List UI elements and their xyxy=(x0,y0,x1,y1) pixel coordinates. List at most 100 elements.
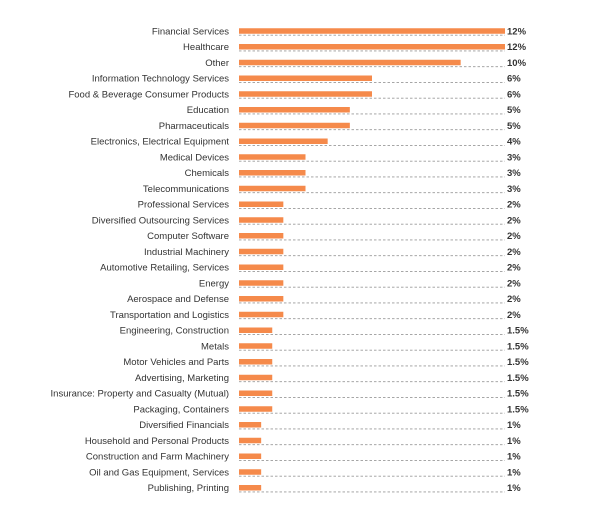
category-label: Engineering, Construction xyxy=(120,326,229,337)
category-label: Financial Services xyxy=(152,26,229,37)
bar-row: Other 10% xyxy=(205,58,526,69)
bar xyxy=(239,107,350,113)
chart-rows: Financial Services 12% Healthcare 12% Other 1… xyxy=(51,26,530,494)
bar-row: Automotive Retailing, Services 2% xyxy=(100,263,521,274)
category-label: Energy xyxy=(199,278,229,289)
bar xyxy=(239,422,262,428)
bar xyxy=(239,469,262,475)
bar xyxy=(239,327,273,333)
value-label: 12% xyxy=(507,26,527,37)
category-label: Food & Beverage Consumer Products xyxy=(68,89,229,100)
value-label: 1.5% xyxy=(507,373,529,384)
category-label: Other xyxy=(205,58,229,69)
bar-row: Professional Services 2% xyxy=(138,200,522,211)
category-label: Packaging, Containers xyxy=(133,404,229,415)
category-label: Automotive Retailing, Services xyxy=(100,263,229,274)
bar-row: Metals 1.5% xyxy=(201,341,529,352)
category-label: Pharmaceuticals xyxy=(159,121,229,132)
bar-row: Insurance: Property and Casualty (Mutual… xyxy=(51,389,530,400)
bar xyxy=(239,154,306,160)
bar-row: Electronics, Electrical Equipment 4% xyxy=(91,137,522,148)
bar-row: Computer Software 2% xyxy=(147,231,521,242)
bar-row: Publishing, Printing 1% xyxy=(148,483,522,494)
bar-row: Telecommunications 3% xyxy=(143,184,521,195)
bar-row: Industrial Machinery 2% xyxy=(144,247,521,258)
value-label: 1.5% xyxy=(507,404,529,415)
bar-row: Information Technology Services 6% xyxy=(92,74,521,85)
bar-row: Chemicals 3% xyxy=(185,168,522,179)
bar-row: Education 5% xyxy=(187,105,522,116)
category-label: Advertising, Marketing xyxy=(135,373,229,384)
value-label: 3% xyxy=(507,184,521,195)
value-label: 2% xyxy=(507,278,521,289)
bar xyxy=(239,280,284,286)
bar-row: Packaging, Containers 1.5% xyxy=(133,404,529,415)
bar xyxy=(239,453,262,459)
bar-row: Household and Personal Products 1% xyxy=(85,436,521,447)
category-label: Professional Services xyxy=(138,200,230,211)
value-label: 1.5% xyxy=(507,389,529,400)
value-label: 3% xyxy=(507,168,521,179)
category-label: Diversified Outsourcing Services xyxy=(92,215,230,226)
value-label: 5% xyxy=(507,105,521,116)
value-label: 5% xyxy=(507,121,521,132)
value-label: 12% xyxy=(507,42,527,53)
bar-row: Diversified Financials 1% xyxy=(139,420,521,431)
value-label: 2% xyxy=(507,263,521,274)
bar-row: Aerospace and Defense 2% xyxy=(127,294,521,305)
category-label: Oil and Gas Equipment, Services xyxy=(89,467,229,478)
value-label: 2% xyxy=(507,247,521,258)
bar-row: Medical Devices 3% xyxy=(160,152,521,163)
value-label: 2% xyxy=(507,231,521,242)
value-label: 2% xyxy=(507,310,521,321)
bar xyxy=(239,217,284,223)
bar xyxy=(239,311,284,318)
bar xyxy=(239,248,284,255)
value-label: 4% xyxy=(507,137,521,148)
value-label: 1.5% xyxy=(507,326,529,337)
bar xyxy=(239,28,505,34)
bar xyxy=(239,296,284,302)
value-label: 2% xyxy=(507,200,521,211)
category-label: Electronics, Electrical Equipment xyxy=(91,137,230,148)
value-label: 6% xyxy=(507,74,521,85)
bar-row: Motor Vehicles and Parts 1.5% xyxy=(123,357,529,368)
bar xyxy=(239,138,328,144)
bar xyxy=(239,485,262,491)
bar-row: Construction and Farm Machinery 1% xyxy=(86,452,521,463)
value-label: 6% xyxy=(507,89,521,100)
category-label: Medical Devices xyxy=(160,152,229,163)
category-label: Chemicals xyxy=(185,168,230,179)
category-label: Telecommunications xyxy=(143,184,229,195)
bar xyxy=(239,91,372,97)
bar xyxy=(239,437,262,444)
bar-row: Energy 2% xyxy=(199,278,521,289)
bar xyxy=(239,406,273,412)
bar xyxy=(239,59,461,66)
category-label: Industrial Machinery xyxy=(144,247,229,258)
category-label: Publishing, Printing xyxy=(148,483,229,494)
value-label: 1% xyxy=(507,467,521,478)
value-label: 1% xyxy=(507,436,521,447)
value-label: 2% xyxy=(507,215,521,226)
category-label: Motor Vehicles and Parts xyxy=(123,357,229,368)
bar-row: Advertising, Marketing 1.5% xyxy=(135,373,529,384)
category-label: Insurance: Property and Casualty (Mutual… xyxy=(51,389,229,400)
bar-row: Engineering, Construction 1.5% xyxy=(120,326,530,337)
bar xyxy=(239,374,273,381)
bar-row: Food & Beverage Consumer Products 6% xyxy=(68,89,521,100)
bar xyxy=(239,264,284,270)
category-label: Healthcare xyxy=(183,42,229,53)
value-label: 1% xyxy=(507,452,521,463)
value-label: 10% xyxy=(507,58,527,69)
bar xyxy=(239,233,284,239)
value-label: 2% xyxy=(507,294,521,305)
value-label: 1.5% xyxy=(507,341,529,352)
bar xyxy=(239,390,273,396)
bar-row: Transportation and Logistics 2% xyxy=(110,310,521,321)
value-label: 3% xyxy=(507,152,521,163)
bar-row: Oil and Gas Equipment, Services 1% xyxy=(89,467,521,478)
bar-row: Financial Services 12% xyxy=(152,26,527,37)
category-label: Information Technology Services xyxy=(92,74,229,85)
